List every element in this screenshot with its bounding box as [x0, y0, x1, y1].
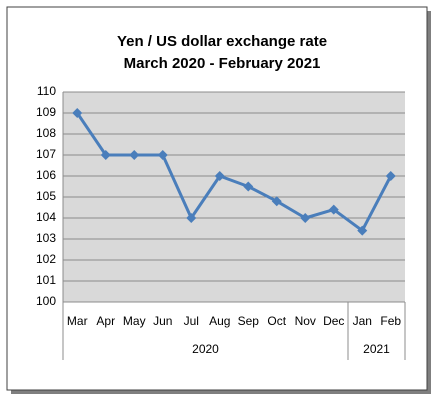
y-tick-label: 106 [36, 168, 56, 182]
x-tick-label: Aug [209, 314, 230, 328]
data-point [271, 196, 282, 207]
x-tick-label: May [123, 314, 146, 328]
x-tick-label: Feb [380, 314, 401, 328]
y-tick-label: 100 [36, 294, 56, 308]
data-point [243, 181, 254, 192]
y-tick-label: 109 [36, 105, 56, 119]
x-tick-label: Dec [323, 314, 344, 328]
chart-subtitle: March 2020 - February 2021 [124, 55, 321, 72]
data-point [300, 213, 311, 223]
x-tick-label: Jan [353, 314, 372, 328]
x-tick-label: Oct [267, 314, 286, 328]
group-label: 2020 [192, 342, 219, 356]
y-tick-label: 103 [36, 231, 56, 245]
x-tick-label: Apr [96, 314, 115, 328]
x-tick-label: Sep [238, 314, 260, 328]
chart-title: Yen / US dollar exchange rate [117, 33, 327, 50]
y-tick-label: 107 [36, 147, 56, 161]
data-point [129, 150, 140, 160]
x-tick-label: Jul [184, 314, 199, 328]
data-point [357, 225, 368, 236]
group-label: 2021 [363, 342, 390, 356]
x-tick-label: Mar [67, 314, 88, 328]
y-tick-label: 108 [36, 126, 56, 140]
data-point [214, 171, 225, 181]
data-point [186, 213, 197, 223]
data-point [100, 150, 111, 160]
y-tick-label: 101 [36, 273, 56, 287]
data-point [157, 150, 168, 160]
y-tick-label: 110 [37, 84, 56, 98]
y-tick-label: 104 [36, 210, 56, 224]
data-point [385, 171, 396, 181]
y-tick-label: 102 [36, 252, 56, 266]
y-tick-label: 105 [36, 189, 56, 203]
data-point [328, 204, 339, 215]
x-tick-label: Nov [295, 314, 316, 328]
x-tick-label: Jun [153, 314, 172, 328]
data-point [72, 108, 83, 118]
